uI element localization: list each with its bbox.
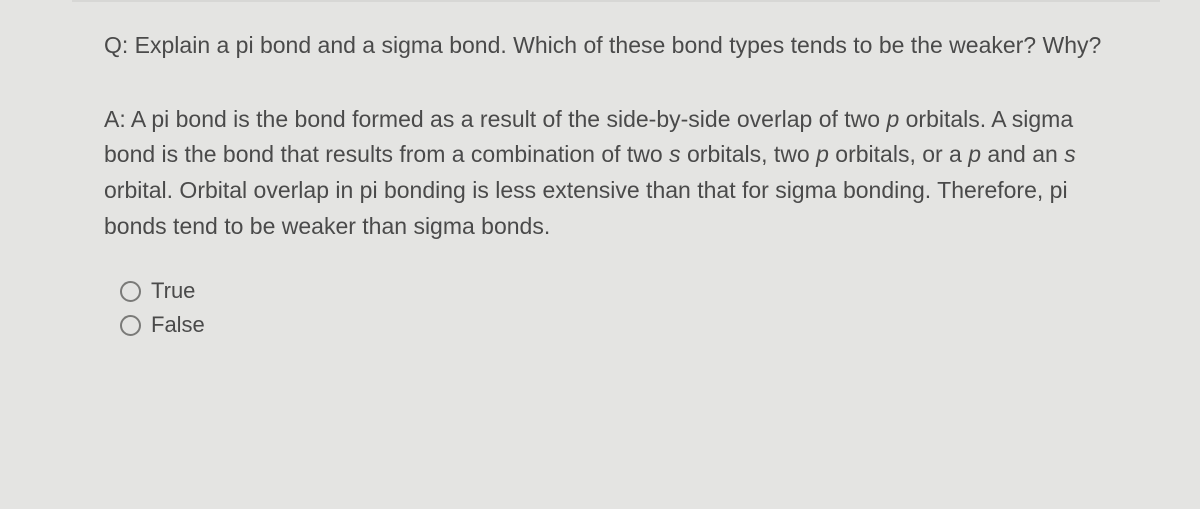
question-text: Explain a pi bond and a sigma bond. Whic… xyxy=(128,32,1101,58)
answer-seg-1: A pi bond is the bond formed as a result… xyxy=(126,106,887,132)
option-true[interactable]: True xyxy=(120,274,1104,308)
option-label-false: False xyxy=(151,308,205,342)
option-label-true: True xyxy=(151,274,195,308)
radio-icon[interactable] xyxy=(120,281,141,302)
answer-seg-4: orbitals, or a xyxy=(829,141,968,167)
answer-seg-5: and an xyxy=(981,141,1064,167)
answer-italic-3: p xyxy=(816,141,829,167)
qa-container: Q: Explain a pi bond and a sigma bond. W… xyxy=(104,28,1104,342)
answer-italic-4: p xyxy=(968,141,981,167)
answer-italic-5: s xyxy=(1064,141,1076,167)
answer-label: A: xyxy=(104,106,126,132)
radio-icon[interactable] xyxy=(120,315,141,336)
answer-seg-3: orbitals, two xyxy=(681,141,817,167)
answer-seg-6: orbital. Orbital overlap in pi bonding i… xyxy=(104,177,1068,239)
answer-italic-1: p xyxy=(886,106,899,132)
card-top-border xyxy=(72,0,1160,2)
options-group: True False xyxy=(104,274,1104,342)
answer-italic-2: s xyxy=(669,141,681,167)
option-false[interactable]: False xyxy=(120,308,1104,342)
question-paragraph: Q: Explain a pi bond and a sigma bond. W… xyxy=(104,28,1104,64)
question-label: Q: xyxy=(104,32,128,58)
answer-paragraph: A: A pi bond is the bond formed as a res… xyxy=(104,102,1104,245)
